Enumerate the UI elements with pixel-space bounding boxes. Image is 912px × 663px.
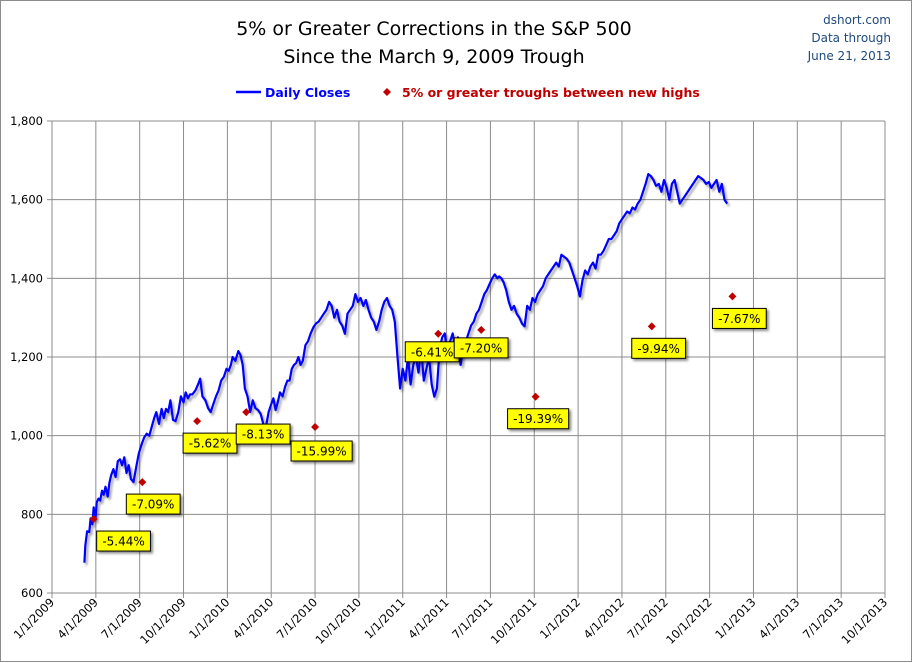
x-tick-label: 4/1/2010: [230, 595, 276, 641]
trough-marker: [138, 478, 147, 487]
trough-markers: [89, 292, 737, 524]
data-label-box: [453, 337, 509, 359]
x-tick-label: 7/1/2009: [98, 595, 144, 641]
data-label-box: [235, 423, 291, 445]
trough-marker: [89, 515, 98, 524]
x-tick-label: 7/1/2012: [624, 595, 670, 641]
y-tick-label: 800: [21, 507, 43, 521]
x-tick-label: 10/1/2009: [137, 595, 189, 647]
data-label-text: -5.62%: [189, 437, 231, 451]
y-tick-label: 1,400: [10, 271, 43, 285]
data-label-text: -19.39%: [513, 412, 563, 426]
data-label-text: -7.09%: [132, 498, 174, 512]
data-label-text: -7.67%: [718, 312, 760, 326]
data-label: -19.39%: [507, 408, 570, 430]
daily-closes-line: [83, 173, 729, 563]
x-tick-label: 1/1/2009: [11, 595, 57, 641]
trough-marker: [242, 408, 251, 417]
x-tick-label: 7/1/2010: [274, 595, 320, 641]
x-tick-label: 4/1/2009: [55, 595, 101, 641]
data-label: -5.62%: [182, 432, 238, 454]
data-label: -6.41%: [404, 341, 460, 363]
trough-marker: [728, 292, 737, 301]
legend-label-troughs: 5% or greater troughs between new highs: [402, 85, 700, 100]
y-tick-label: 1,200: [10, 350, 43, 364]
legend-label-daily-closes: Daily Closes: [265, 85, 350, 100]
data-label-box: [290, 440, 353, 462]
data-label-box: [96, 530, 151, 552]
source-note-site: dshort.com: [823, 13, 891, 27]
trough-marker: [434, 329, 443, 338]
x-tick-label: 10/1/2010: [312, 595, 364, 647]
gridlines: [52, 120, 886, 593]
legend-diamond-swatch: [383, 88, 391, 96]
y-tick-label: 1,600: [10, 193, 43, 207]
x-tick-label: 1/1/2010: [186, 595, 232, 641]
data-label-text: -9.94%: [637, 342, 679, 356]
data-label-text: -5.44%: [102, 535, 144, 549]
data-label: -7.20%: [453, 337, 509, 359]
data-label-box: [711, 307, 767, 329]
trough-marker: [311, 423, 320, 432]
data-label-text: -15.99%: [297, 445, 347, 459]
trough-marker: [531, 392, 540, 401]
legend: Daily Closes 5% or greater troughs betwe…: [236, 85, 700, 100]
data-label-box: [631, 337, 687, 359]
trough-marker: [647, 322, 656, 331]
data-label: -9.94%: [631, 337, 687, 359]
y-tick-label: 1,800: [10, 114, 43, 128]
x-axis-ticks: 1/1/20094/1/20097/1/200910/1/20091/1/201…: [11, 593, 890, 647]
x-tick-label: 1/1/2012: [537, 595, 583, 641]
x-tick-label: 7/1/2011: [449, 595, 495, 641]
x-tick-label: 4/1/2013: [756, 595, 802, 641]
data-label-text: -7.20%: [460, 341, 502, 355]
chart-title-line1: 5% or Greater Corrections in the S&P 500: [236, 18, 632, 40]
data-label: -8.13%: [235, 423, 291, 445]
data-label-text: -8.13%: [242, 428, 284, 442]
data-label: -7.09%: [125, 493, 181, 515]
y-axis-ticks: 600 800 1,000 1,200 1,400 1,600 1,800: [10, 114, 52, 600]
x-tick-label: 4/1/2011: [405, 595, 451, 641]
source-note-date: June 21, 2013: [807, 49, 891, 63]
data-label: -15.99%: [290, 440, 353, 462]
chart-title-line2: Since the March 9, 2009 Trough: [283, 46, 584, 68]
x-tick-label: 7/1/2013: [800, 595, 846, 641]
data-label: -7.67%: [711, 307, 767, 329]
x-tick-label: 10/1/2012: [663, 595, 715, 647]
source-note-data-through: Data through: [811, 31, 891, 45]
x-tick-label: 10/1/2013: [839, 595, 891, 647]
series-layer: [83, 173, 729, 563]
data-label: -5.44%: [96, 530, 151, 552]
y-tick-label: 600: [21, 586, 43, 600]
trough-marker: [477, 325, 486, 334]
x-tick-label: 4/1/2012: [581, 595, 627, 641]
trough-marker: [193, 417, 202, 426]
x-tick-label: 1/1/2011: [361, 595, 407, 641]
y-tick-label: 1,000: [10, 429, 43, 443]
x-tick-label: 1/1/2013: [712, 595, 758, 641]
data-label-box: [125, 493, 181, 515]
data-label-box: [507, 408, 570, 430]
data-label-text: -6.41%: [411, 345, 453, 359]
x-tick-label: 10/1/2011: [488, 595, 540, 647]
trough-labels: -5.44% -7.09% -5.62% -8.13% -15.99% -6.41% -7.…: [96, 307, 767, 552]
